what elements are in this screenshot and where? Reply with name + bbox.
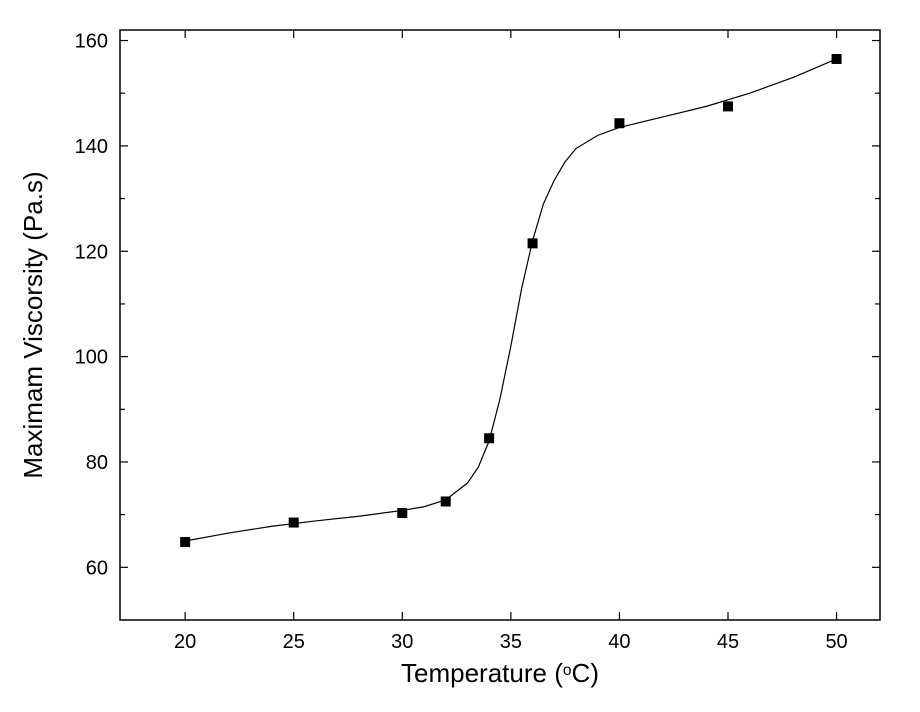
data-marker: [441, 496, 451, 506]
plot-frame: [120, 30, 880, 620]
data-marker: [832, 54, 842, 64]
chart-svg: 20 25 30 35 40 45 50 60 80 100 120 140 160 Temperatur…: [0, 0, 920, 712]
y-tick-label: 60: [86, 557, 108, 579]
data-marker: [397, 508, 407, 518]
data-marker: [528, 238, 538, 248]
data-marker: [614, 118, 624, 128]
y-tick-label: 80: [86, 452, 108, 474]
data-marker: [289, 518, 299, 528]
x-tick-label: 20: [174, 631, 196, 653]
x-tick-label: 45: [717, 631, 739, 653]
data-marker: [180, 537, 190, 547]
x-tick-label: 40: [608, 631, 630, 653]
y-tick-label: 140: [75, 136, 108, 158]
x-tick-label: 30: [391, 631, 413, 653]
y-tick-label: 160: [75, 31, 108, 53]
chart-container: 20 25 30 35 40 45 50 60 80 100 120 140 160 Temperatur…: [0, 0, 920, 712]
x-tick-label: 50: [825, 631, 847, 653]
data-marker: [484, 433, 494, 443]
y-axis-label: Maximam Viscorsity (Pa.s): [18, 171, 48, 478]
y-tick-label: 120: [75, 241, 108, 263]
fit-curve: [185, 59, 836, 541]
y-tick-label: 100: [75, 347, 108, 369]
x-tick-label: 35: [500, 631, 522, 653]
x-tick-label: 25: [283, 631, 305, 653]
x-axis-label: Temperature (oC): [401, 658, 599, 688]
data-marker: [723, 101, 733, 111]
